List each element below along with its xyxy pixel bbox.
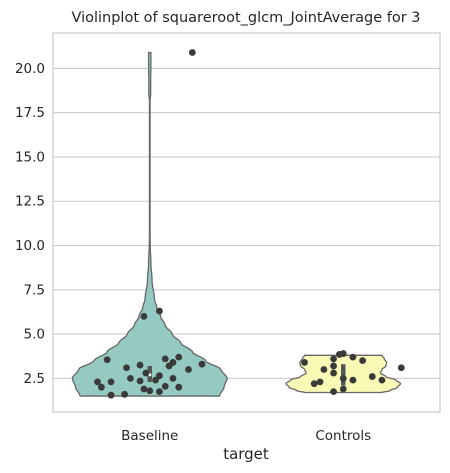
plot-frame bbox=[52, 32, 441, 413]
y-tick-label: 20.0 bbox=[15, 61, 45, 77]
data-point bbox=[126, 374, 134, 382]
y-tick-label: 5.0 bbox=[24, 327, 45, 343]
data-point bbox=[136, 377, 144, 385]
data-point bbox=[156, 307, 163, 315]
data-point bbox=[94, 378, 101, 386]
data-point bbox=[107, 391, 115, 399]
data-point bbox=[169, 374, 177, 382]
data-point bbox=[185, 366, 192, 373]
data-point bbox=[97, 383, 105, 391]
data-point bbox=[146, 387, 154, 395]
data-point bbox=[103, 356, 111, 364]
data-point bbox=[161, 382, 169, 390]
data-point bbox=[301, 359, 308, 366]
data-point bbox=[349, 353, 357, 361]
y-tick-label: 15.0 bbox=[15, 149, 45, 165]
data-point bbox=[142, 369, 150, 377]
data-point bbox=[316, 378, 324, 386]
data-point bbox=[320, 366, 328, 373]
x-tick-label: Controls bbox=[315, 428, 371, 444]
y-tick-label: 12.5 bbox=[15, 194, 45, 210]
data-point bbox=[161, 355, 169, 363]
y-tick-labels: 2.5 5.0 7.5 10.0 12.5 15.0 17.5 20.0 bbox=[15, 61, 45, 387]
data-point bbox=[378, 376, 386, 384]
data-point bbox=[169, 359, 177, 366]
data-point bbox=[198, 360, 206, 368]
x-axis-label: target bbox=[223, 445, 269, 463]
data-point bbox=[368, 373, 376, 380]
data-point bbox=[330, 355, 337, 363]
data-point bbox=[123, 364, 130, 372]
data-point bbox=[136, 361, 144, 369]
data-point bbox=[156, 372, 163, 380]
data-point bbox=[330, 388, 337, 396]
grid-lines bbox=[53, 67, 440, 379]
points-group bbox=[94, 49, 405, 399]
data-point bbox=[156, 388, 163, 396]
data-point bbox=[339, 350, 347, 357]
data-point bbox=[188, 49, 196, 56]
x-tick-labels: Baseline Controls bbox=[121, 428, 371, 444]
y-tick-label: 17.5 bbox=[15, 105, 45, 121]
data-point bbox=[349, 376, 357, 384]
data-point bbox=[140, 385, 148, 393]
data-point bbox=[121, 390, 128, 398]
y-tick-label: 10.0 bbox=[15, 238, 45, 254]
data-point bbox=[339, 374, 347, 382]
data-point bbox=[339, 385, 347, 393]
y-tick-label: 7.5 bbox=[24, 282, 45, 298]
data-point bbox=[140, 312, 148, 320]
data-point bbox=[152, 376, 159, 384]
data-point bbox=[175, 353, 183, 361]
data-point bbox=[310, 380, 318, 388]
data-point bbox=[330, 362, 337, 370]
data-point bbox=[397, 364, 405, 372]
data-point bbox=[330, 369, 337, 377]
chart-title: Violinplot of squareroot_glcm_JointAvera… bbox=[71, 10, 420, 26]
y-tick-label: 2.5 bbox=[24, 371, 45, 387]
data-point bbox=[175, 383, 183, 391]
data-point bbox=[359, 357, 366, 365]
x-tick-label: Baseline bbox=[121, 428, 178, 444]
violin-body bbox=[71, 51, 228, 397]
data-point bbox=[107, 378, 115, 386]
